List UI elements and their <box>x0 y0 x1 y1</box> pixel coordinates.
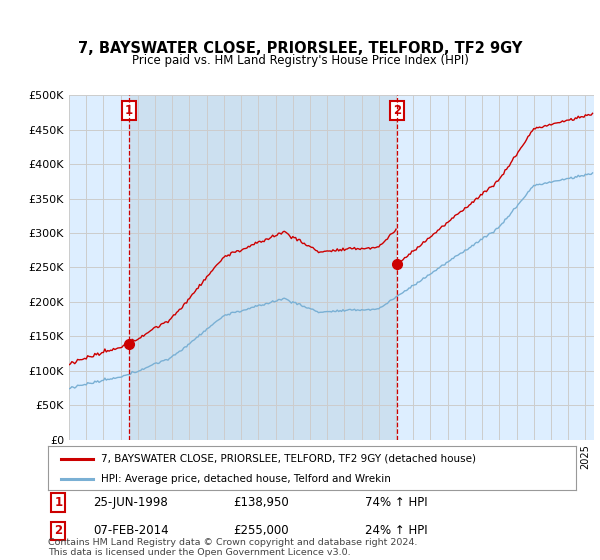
Text: 25-JUN-1998: 25-JUN-1998 <box>93 496 167 509</box>
Text: 1: 1 <box>124 104 133 117</box>
Text: £255,000: £255,000 <box>233 525 289 538</box>
Text: £138,950: £138,950 <box>233 496 289 509</box>
Text: 1: 1 <box>55 496 62 509</box>
Text: 7, BAYSWATER CLOSE, PRIORSLEE, TELFORD, TF2 9GY: 7, BAYSWATER CLOSE, PRIORSLEE, TELFORD, … <box>78 41 522 56</box>
Text: Price paid vs. HM Land Registry's House Price Index (HPI): Price paid vs. HM Land Registry's House … <box>131 54 469 67</box>
Text: 07-FEB-2014: 07-FEB-2014 <box>93 525 169 538</box>
Text: 2: 2 <box>55 525 62 538</box>
Text: HPI: Average price, detached house, Telford and Wrekin: HPI: Average price, detached house, Telf… <box>101 474 391 484</box>
Text: 7, BAYSWATER CLOSE, PRIORSLEE, TELFORD, TF2 9GY (detached house): 7, BAYSWATER CLOSE, PRIORSLEE, TELFORD, … <box>101 454 476 464</box>
Bar <box>128 95 397 440</box>
Text: 24% ↑ HPI: 24% ↑ HPI <box>365 525 427 538</box>
Text: 2: 2 <box>394 104 401 117</box>
Text: 74% ↑ HPI: 74% ↑ HPI <box>365 496 427 509</box>
Text: Contains HM Land Registry data © Crown copyright and database right 2024.
This d: Contains HM Land Registry data © Crown c… <box>48 538 418 557</box>
